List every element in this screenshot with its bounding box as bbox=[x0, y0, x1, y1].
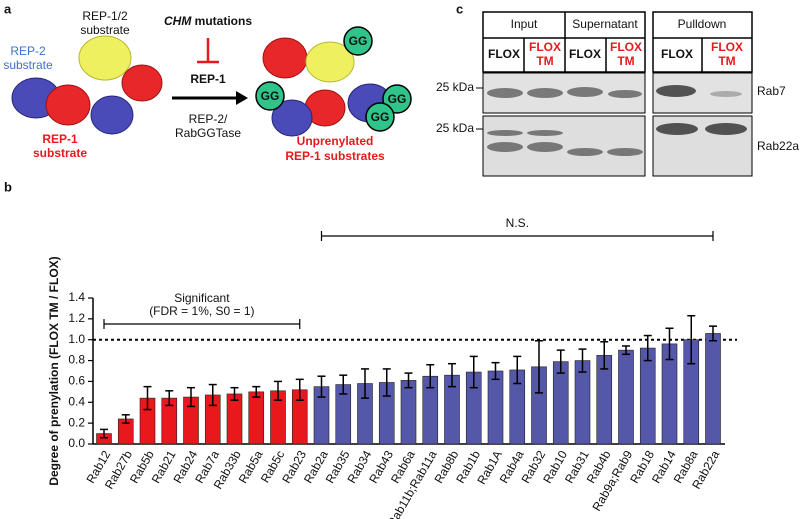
bar bbox=[487, 370, 504, 445]
y-axis-title: Degree of prenylation (FLOX TM / FLOX) bbox=[47, 256, 61, 485]
gg: GG bbox=[261, 89, 280, 103]
panel-label: c bbox=[456, 1, 463, 16]
marker: 25 kDa bbox=[436, 121, 474, 135]
annotation: Significant bbox=[174, 291, 230, 305]
protein: Rab7 bbox=[757, 84, 786, 98]
lane: TM bbox=[617, 54, 634, 68]
group: Supernatant bbox=[572, 17, 638, 31]
gg: GG bbox=[349, 34, 368, 48]
y-tick-label: 1.4 bbox=[68, 290, 85, 304]
y-tick-label: 0.4 bbox=[68, 394, 85, 408]
bar bbox=[552, 361, 569, 445]
bar bbox=[705, 333, 721, 445]
label: REP-2 bbox=[10, 44, 46, 58]
gg: GG bbox=[371, 110, 390, 124]
label: REP-1 substrates bbox=[285, 149, 385, 163]
lane: FLOX bbox=[569, 47, 601, 61]
gg-group bbox=[255, 26, 412, 132]
label: REP-2/ bbox=[189, 112, 228, 126]
bar bbox=[639, 347, 656, 445]
lane: FLOX bbox=[661, 47, 693, 61]
bar bbox=[226, 393, 243, 445]
bar bbox=[248, 391, 265, 445]
label: REP-1/2 bbox=[82, 9, 128, 23]
gg: GG bbox=[388, 92, 407, 106]
label: substrate bbox=[3, 58, 53, 72]
lane: FLOX bbox=[488, 47, 520, 61]
chart: 0.00.20.40.60.81.01.21.4Rab12Rab27bRab5b… bbox=[68, 216, 737, 519]
y-tick-label: 0.2 bbox=[68, 415, 85, 429]
y-tick-label: 0.8 bbox=[68, 353, 85, 367]
label: substrate bbox=[33, 146, 87, 160]
y-tick-label: 1.2 bbox=[68, 311, 85, 325]
label: REP-1 bbox=[190, 72, 226, 86]
panel-label: b bbox=[4, 179, 12, 194]
y-tick-label: 0.0 bbox=[68, 436, 85, 450]
lane: FLOX bbox=[610, 40, 642, 54]
group: Pulldown bbox=[678, 17, 727, 31]
label: REP-1 bbox=[42, 132, 78, 146]
annotation: (FDR = 1%, S0 = 1) bbox=[149, 304, 254, 318]
label: mutations bbox=[191, 14, 252, 28]
y-tick-label: 0.6 bbox=[68, 374, 85, 388]
marker: 25 kDa bbox=[436, 80, 474, 94]
lane: FLOX bbox=[711, 40, 743, 54]
label: Unprenylated bbox=[297, 134, 374, 148]
group: Input bbox=[511, 17, 538, 31]
bar bbox=[618, 349, 634, 445]
blots bbox=[482, 72, 753, 177]
lane: FLOX bbox=[529, 40, 561, 54]
lane: TM bbox=[718, 54, 735, 68]
blot-frame bbox=[482, 11, 753, 73]
bar bbox=[400, 380, 417, 445]
protein: Rab22a bbox=[757, 139, 799, 153]
bar bbox=[574, 360, 591, 445]
annotation: N.S. bbox=[506, 216, 529, 230]
lane: TM bbox=[536, 54, 553, 68]
proteins bbox=[11, 35, 393, 137]
y-tick-label: 1.0 bbox=[68, 332, 85, 346]
label: CHM mutations bbox=[164, 14, 252, 28]
panel-label: a bbox=[4, 1, 12, 16]
arrow bbox=[236, 91, 248, 105]
label: substrate bbox=[80, 23, 130, 37]
label: RabGGTase bbox=[175, 126, 241, 140]
label: CHM bbox=[164, 14, 192, 28]
